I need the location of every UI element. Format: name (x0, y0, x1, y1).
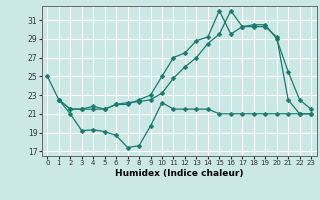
X-axis label: Humidex (Indice chaleur): Humidex (Indice chaleur) (115, 169, 244, 178)
